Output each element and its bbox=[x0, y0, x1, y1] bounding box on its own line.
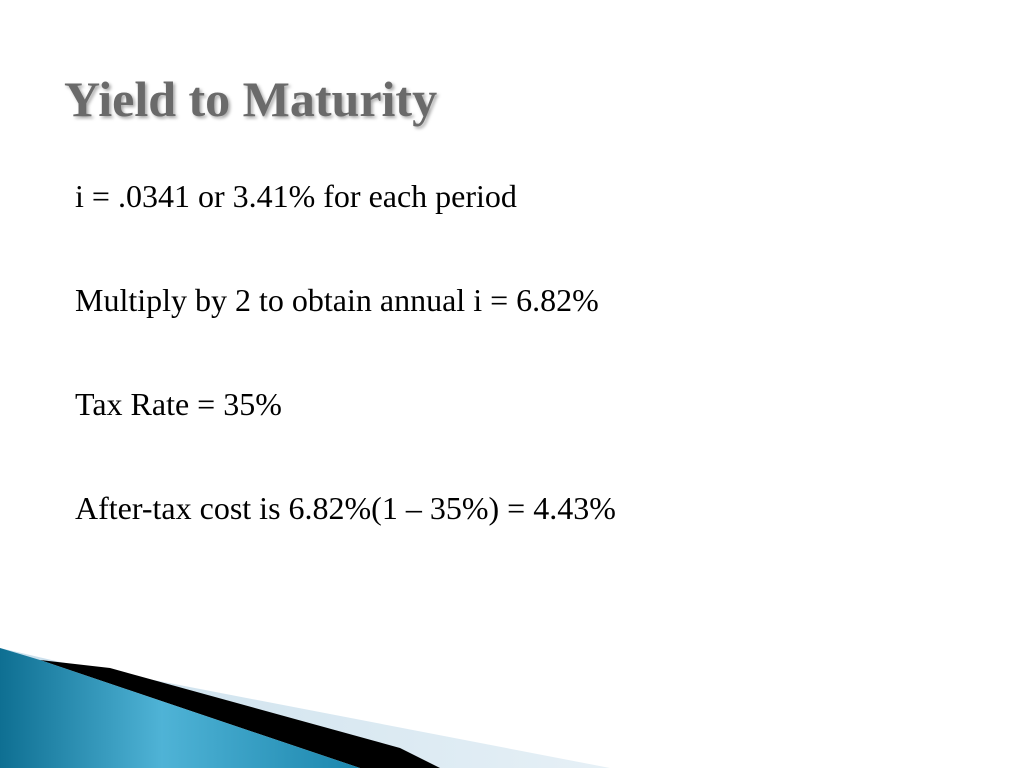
bullet-item-after-tax-cost: After-tax cost is 6.82%(1 – 35%) = 4.43% bbox=[75, 490, 616, 526]
bullet-item-tax-rate: Tax Rate = 35% bbox=[75, 386, 282, 422]
slide-title: Yield to Maturity bbox=[64, 71, 438, 127]
teal-wedge-shape bbox=[0, 648, 360, 768]
bullet-list: i = .0341 or 3.41% for each period Multi… bbox=[75, 170, 616, 586]
bullet-item-period-rate: i = .0341 or 3.41% for each period bbox=[75, 178, 517, 214]
light-sweep-shape bbox=[0, 648, 610, 768]
dark-band-shape bbox=[40, 660, 440, 768]
bullet-item-annual-rate: Multiply by 2 to obtain annual i = 6.82% bbox=[75, 282, 599, 318]
